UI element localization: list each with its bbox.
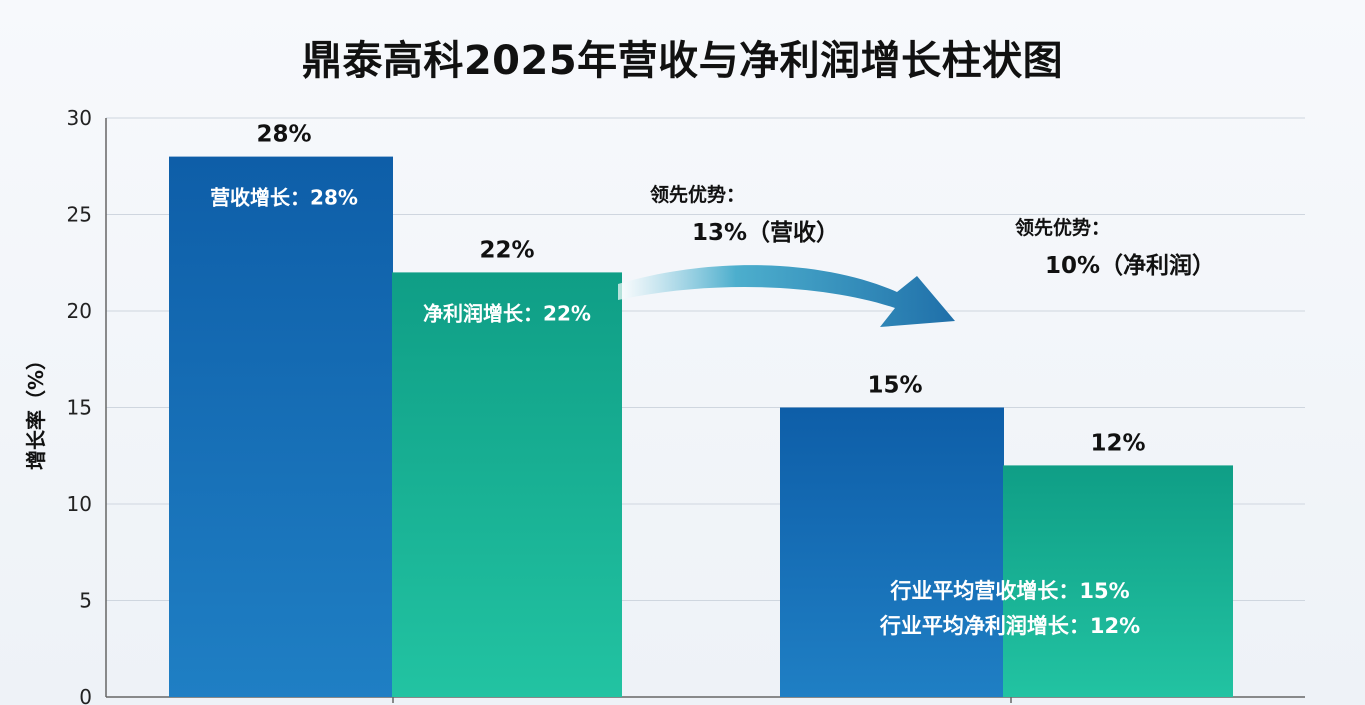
chart-title: 鼎泰高科2025年营收与净利润增长柱状图	[301, 38, 1064, 84]
lead-annotation-profit: 领先优势： 10%（净利润）	[1015, 213, 1215, 280]
bar-value-label: 22%	[479, 237, 534, 263]
lead-annotation-revenue-line1: 领先优势：	[650, 184, 746, 206]
y-tick-label: 20	[67, 299, 92, 323]
y-tick-label: 0	[79, 685, 92, 705]
lead-annotation-profit-line2: 10%（净利润）	[1045, 253, 1216, 279]
industry-revenue-label: 行业平均营收增长：15%	[890, 579, 1130, 603]
industry-profit-label: 行业平均净利润增长：12%	[879, 614, 1141, 638]
y-axis-label: 增长率（%）	[24, 349, 48, 470]
bar-profit-1	[1003, 465, 1233, 697]
bar-revenue-1	[780, 407, 1004, 697]
bar-inner-label: 营收增长：28%	[210, 186, 358, 210]
bar-value-label: 15%	[867, 373, 922, 399]
industry-average-labels: 行业平均营收增长：15% 行业平均净利润增长：12%	[865, 574, 1155, 644]
y-tick-label: 15	[67, 396, 92, 420]
lead-annotation-revenue: 领先优势： 13%（营收）	[650, 180, 839, 247]
y-tick-label: 5	[79, 589, 92, 613]
bar-revenue-0	[169, 156, 393, 698]
lead-annotation-revenue-line2: 13%（营收）	[692, 220, 840, 246]
y-tick-label: 10	[67, 492, 92, 516]
lead-arrow	[618, 265, 955, 327]
bar-value-label: 28%	[256, 122, 311, 148]
y-tick-label: 30	[67, 106, 92, 130]
bar-value-label: 12%	[1090, 430, 1145, 456]
y-tick-label: 25	[67, 203, 92, 227]
bar-inner-label: 净利润增长：22%	[423, 301, 591, 325]
bar-profit-0	[392, 272, 622, 697]
lead-annotation-profit-line1: 领先优势：	[1015, 217, 1111, 239]
